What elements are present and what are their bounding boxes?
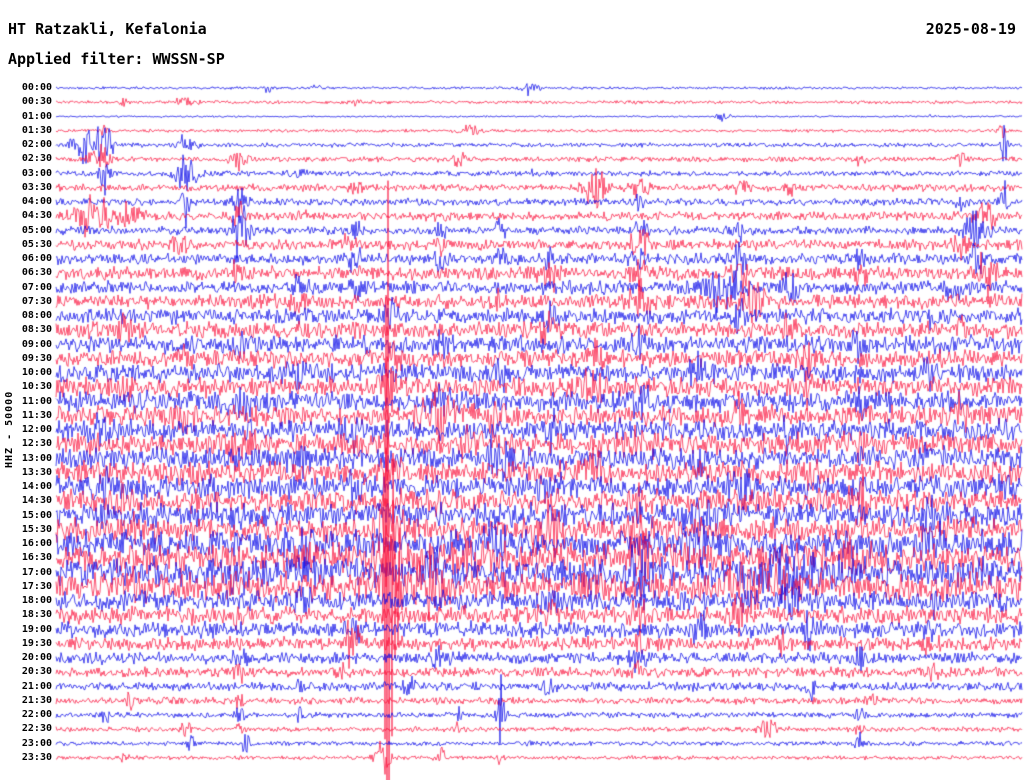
time-label: 16:30 — [21, 552, 52, 564]
time-label: 17:00 — [21, 566, 52, 578]
y-axis-label: HHZ - 50000 — [4, 390, 15, 468]
time-label: 18:00 — [21, 595, 52, 606]
time-label: 17:30 — [21, 580, 52, 592]
time-label: 19:30 — [21, 637, 52, 649]
time-label: 03:30 — [21, 181, 52, 193]
time-label: 00:30 — [21, 96, 52, 108]
time-label: 02:00 — [21, 139, 52, 150]
time-label: 13:00 — [21, 452, 52, 464]
applied-filter-label: Applied filter: WWSSN-SP — [8, 50, 225, 68]
time-label: 03:00 — [21, 167, 52, 179]
time-label: 19:00 — [21, 623, 52, 635]
time-label: 08:00 — [21, 310, 52, 321]
time-label: 06:00 — [21, 253, 52, 264]
time-label: 20:30 — [21, 666, 52, 678]
time-label: 20:00 — [21, 652, 52, 663]
time-label: 09:30 — [21, 352, 52, 364]
time-label: 22:00 — [21, 709, 52, 720]
time-label: 23:30 — [21, 751, 52, 763]
time-label: 01:00 — [21, 110, 52, 122]
time-label: 15:00 — [21, 509, 52, 521]
time-label: 04:00 — [21, 196, 52, 207]
time-label: 07:30 — [21, 295, 52, 307]
time-label-column: 00:00 00:30 01:00 01:30 02:00 02:30 03:00 03:30… — [0, 0, 53, 780]
time-label: 08:30 — [21, 324, 52, 336]
time-label: 12:00 — [21, 424, 52, 435]
station-title: HT Ratzakli, Kefalonia — [8, 20, 207, 38]
time-label: 02:30 — [21, 153, 52, 165]
time-label: 01:30 — [21, 124, 52, 136]
time-label: 00:00 — [21, 82, 52, 93]
time-label: 18:30 — [21, 609, 52, 621]
time-label: 12:30 — [21, 438, 52, 450]
time-label: 14:30 — [21, 495, 52, 507]
time-label: 21:00 — [21, 680, 52, 692]
time-label: 14:00 — [21, 481, 52, 492]
time-label: 06:30 — [21, 267, 52, 279]
time-label: 10:00 — [21, 367, 52, 378]
time-label: 22:30 — [21, 723, 52, 735]
time-label: 23:00 — [21, 737, 52, 749]
time-label: 15:30 — [21, 523, 52, 535]
time-label: 10:30 — [21, 381, 52, 393]
date-label: 2025-08-19 — [925, 20, 1016, 38]
time-label: 04:30 — [21, 210, 52, 222]
time-label: 11:30 — [21, 409, 52, 421]
time-label: 21:30 — [21, 694, 52, 706]
time-label: 09:00 — [21, 338, 52, 350]
time-label: 13:30 — [21, 466, 52, 478]
time-label: 11:00 — [21, 395, 52, 407]
time-label: 16:00 — [21, 538, 52, 549]
time-label: 05:00 — [21, 224, 52, 236]
time-label: 07:00 — [21, 281, 52, 293]
time-label: 05:30 — [21, 238, 52, 250]
